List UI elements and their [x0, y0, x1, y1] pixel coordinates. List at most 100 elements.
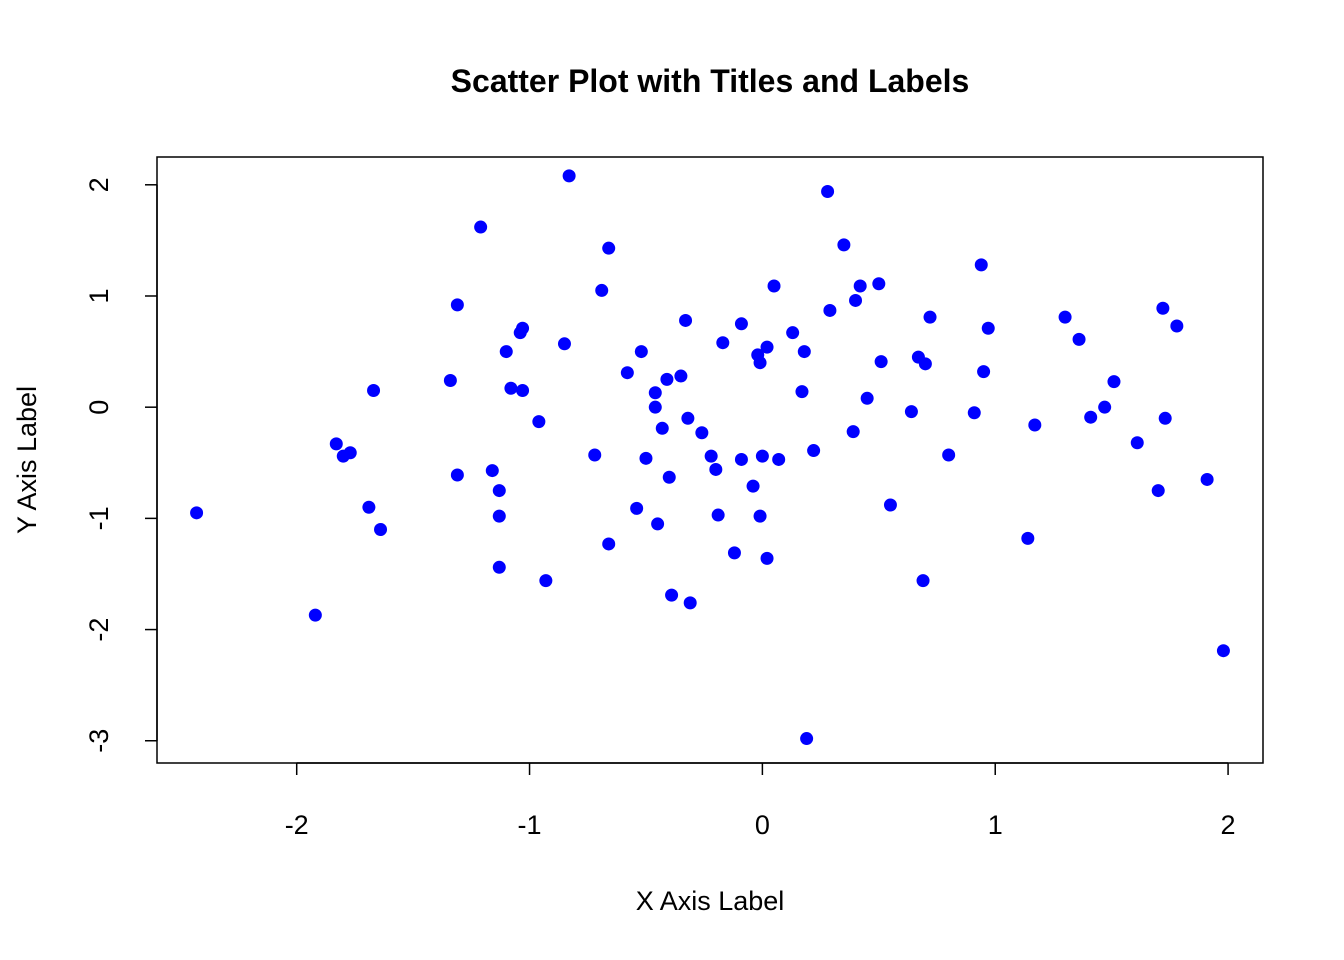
- data-point: [681, 411, 695, 425]
- data-point: [492, 484, 506, 498]
- data-point: [362, 500, 376, 514]
- data-point: [734, 317, 748, 331]
- data-point: [662, 470, 676, 484]
- data-point: [860, 391, 874, 405]
- data-point: [630, 501, 644, 515]
- data-point: [683, 596, 697, 610]
- data-point: [367, 384, 381, 398]
- data-point: [711, 508, 725, 522]
- y-tick-label: -3: [84, 729, 114, 753]
- data-point: [974, 258, 988, 272]
- data-point: [634, 345, 648, 359]
- data-point: [539, 574, 553, 588]
- data-point: [755, 449, 769, 463]
- data-point: [977, 365, 991, 379]
- data-point: [450, 468, 464, 482]
- data-point: [190, 506, 204, 520]
- data-point: [904, 405, 918, 419]
- data-point: [665, 588, 679, 602]
- data-point: [981, 321, 995, 335]
- data-point: [639, 451, 653, 465]
- data-point: [916, 574, 930, 588]
- data-point: [485, 464, 499, 478]
- data-point: [874, 355, 888, 369]
- y-tick-label: -1: [84, 506, 114, 530]
- data-point: [443, 373, 457, 387]
- data-point: [474, 220, 488, 234]
- data-point: [499, 345, 513, 359]
- data-point: [1084, 410, 1098, 424]
- y-tick-label: 2: [84, 177, 114, 192]
- data-point: [602, 537, 616, 551]
- data-point: [562, 169, 576, 183]
- data-point: [1021, 531, 1035, 545]
- data-point: [704, 449, 718, 463]
- y-tick-label: 0: [84, 400, 114, 415]
- data-point: [753, 356, 767, 370]
- data-point: [760, 551, 774, 565]
- data-point: [1028, 418, 1042, 432]
- data-point: [753, 509, 767, 523]
- data-point: [504, 381, 518, 395]
- data-point: [1151, 484, 1165, 498]
- data-point: [795, 385, 809, 399]
- data-point: [651, 517, 665, 531]
- y-tick-label: -2: [84, 618, 114, 642]
- data-point: [846, 425, 860, 439]
- data-point: [1156, 301, 1170, 315]
- data-point: [918, 357, 932, 371]
- data-point: [620, 366, 634, 380]
- data-point: [1130, 436, 1144, 450]
- x-tick-label: 2: [1221, 810, 1236, 840]
- data-point: [942, 448, 956, 462]
- data-point: [588, 448, 602, 462]
- data-point: [557, 337, 571, 351]
- y-axis: -3 -2 -1 0 1 2: [84, 177, 158, 753]
- data-point: [716, 336, 730, 350]
- data-points: [190, 169, 1230, 746]
- data-point: [760, 340, 774, 354]
- data-point: [695, 426, 709, 440]
- data-point: [329, 437, 343, 451]
- data-point: [727, 546, 741, 560]
- x-tick-label: 1: [988, 810, 1003, 840]
- data-point: [807, 444, 821, 458]
- data-point: [767, 279, 781, 293]
- y-axis-label: Y Axis Label: [12, 386, 42, 534]
- data-point: [772, 452, 786, 466]
- data-point: [709, 462, 723, 476]
- data-point: [516, 384, 530, 398]
- data-point: [648, 386, 662, 400]
- data-point: [800, 732, 814, 746]
- data-point: [655, 421, 669, 435]
- data-point: [883, 498, 897, 512]
- data-point: [595, 283, 609, 297]
- data-point: [1107, 375, 1121, 389]
- data-point: [1216, 644, 1230, 658]
- data-point: [821, 184, 835, 198]
- data-point: [1098, 400, 1112, 414]
- data-point: [492, 560, 506, 574]
- data-point: [516, 321, 530, 335]
- x-axis: -2 -1 0 1 2: [285, 762, 1236, 840]
- x-tick-label: -1: [518, 810, 542, 840]
- x-tick-label: 0: [755, 810, 770, 840]
- data-point: [492, 509, 506, 523]
- chart-title: Scatter Plot with Titles and Labels: [451, 63, 970, 99]
- data-point: [1170, 319, 1184, 333]
- data-point: [734, 452, 748, 466]
- data-point: [660, 372, 674, 386]
- y-tick-label: 1: [84, 288, 114, 303]
- data-point: [837, 238, 851, 252]
- data-point: [849, 293, 863, 307]
- data-point: [853, 279, 867, 293]
- data-point: [1058, 310, 1072, 324]
- x-axis-label: X Axis Label: [636, 886, 785, 916]
- data-point: [374, 522, 388, 536]
- data-point: [823, 303, 837, 317]
- data-point: [1072, 332, 1086, 346]
- data-point: [923, 310, 937, 324]
- x-tick-label: -2: [285, 810, 309, 840]
